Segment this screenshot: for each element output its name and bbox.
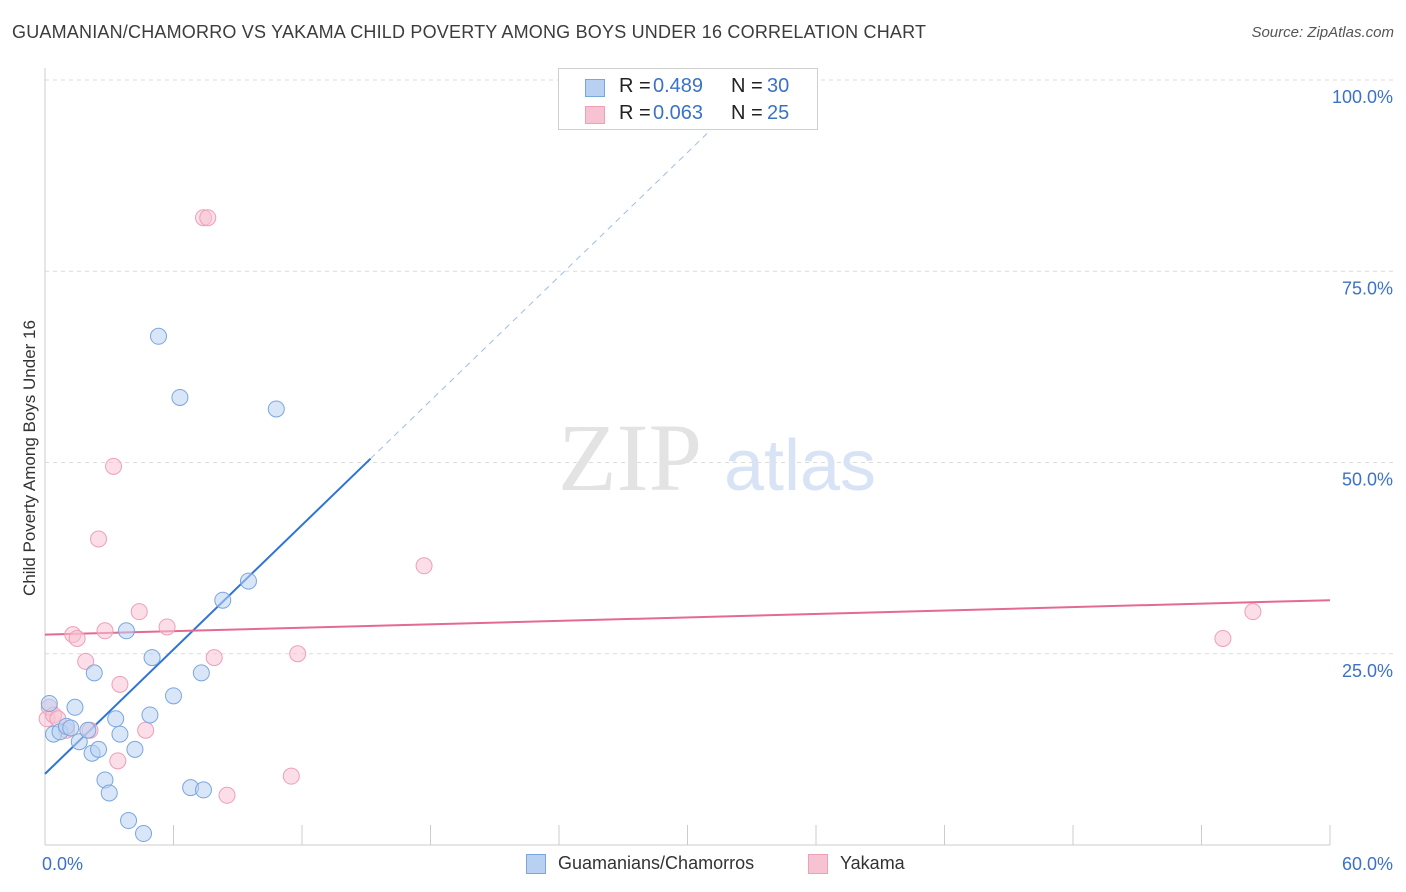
point-guamanians	[194, 781, 212, 799]
point-guamanians	[40, 694, 58, 712]
point-yakama	[90, 530, 108, 548]
point-yakama	[111, 675, 129, 693]
point-guamanians	[267, 400, 285, 418]
point-guamanians	[85, 664, 103, 682]
watermark-atlas: atlas	[724, 426, 876, 506]
point-yakama	[289, 645, 307, 663]
watermark-zip: ZIP	[558, 404, 702, 511]
point-yakama	[415, 557, 433, 575]
point-yakama	[137, 721, 155, 739]
point-guamanians	[66, 698, 84, 716]
trendline-yakama	[44, 599, 1331, 636]
trendline-guamanians-extension	[370, 79, 763, 460]
point-yakama	[1214, 629, 1232, 647]
points	[38, 209, 1262, 843]
point-yakama	[130, 603, 148, 621]
point-guamanians	[62, 719, 80, 737]
point-yakama	[1244, 603, 1262, 621]
point-yakama	[205, 649, 223, 667]
n-label: N =	[731, 75, 763, 97]
point-yakama	[96, 622, 114, 640]
point-guamanians	[111, 725, 129, 743]
source-label: Source: ZipAtlas.com	[1251, 24, 1394, 41]
point-guamanians	[79, 721, 97, 739]
point-guamanians	[192, 664, 210, 682]
y-axis-label: Child Poverty Among Boys Under 16	[20, 320, 39, 596]
y-tick-label: 100.0%	[1332, 87, 1393, 107]
legend-label: Guamanians/Chamorros	[558, 853, 755, 873]
correlation-legend: R = 0.489 N = 30 R = 0.063 N = 25	[558, 68, 818, 130]
point-guamanians	[150, 327, 168, 345]
y-tick-label: 25.0%	[1342, 661, 1393, 681]
r-value: 0.489	[653, 75, 704, 97]
point-yakama	[158, 618, 176, 636]
trendline-guamanians	[44, 457, 372, 775]
trendlines	[44, 79, 1331, 775]
point-yakama	[109, 752, 127, 770]
point-guamanians	[214, 591, 232, 609]
x-tick-label: 0.0%	[42, 854, 83, 874]
watermark: ZIP atlas	[558, 404, 876, 511]
y-tick-label: 50.0%	[1342, 470, 1393, 490]
chart-title: GUAMANIAN/CHAMORRO VS YAKAMA CHILD POVER…	[12, 22, 927, 42]
legend-swatch-blue	[585, 79, 605, 97]
n-value: 25	[767, 102, 790, 124]
n-value: 30	[767, 75, 790, 97]
point-guamanians	[100, 784, 118, 802]
r-value: 0.063	[653, 102, 704, 124]
n-label: N =	[731, 102, 763, 124]
x-tick-label: 60.0%	[1342, 854, 1393, 874]
point-yakama	[282, 767, 300, 785]
point-yakama	[218, 786, 236, 804]
point-guamanians	[143, 649, 161, 667]
point-guamanians	[117, 622, 135, 640]
point-guamanians	[141, 706, 159, 724]
tick-labels: 25.0% 50.0% 75.0% 100.0% 0.0% 60.0%	[42, 87, 1393, 874]
legend-swatch-blue	[526, 854, 546, 874]
point-yakama	[105, 457, 123, 475]
point-guamanians	[239, 572, 257, 590]
series-legend: Guamanians/Chamorros Yakama	[0, 852, 1406, 878]
gridlines	[45, 79, 1395, 655]
r-label: R =	[619, 75, 651, 97]
legend-row-pink: R = 0.063 N = 25	[559, 102, 817, 128]
legend-row-blue: R = 0.489 N = 30	[559, 75, 817, 101]
point-yakama	[68, 629, 86, 647]
point-guamanians	[120, 812, 138, 830]
point-guamanians	[107, 710, 125, 728]
legend-swatch-pink	[585, 106, 605, 124]
point-guamanians	[135, 825, 153, 843]
point-guamanians	[171, 388, 189, 406]
point-guamanians	[126, 740, 144, 758]
point-guamanians	[70, 733, 88, 751]
point-yakama	[199, 209, 217, 227]
point-yakama	[77, 652, 95, 670]
legend-swatch-pink	[808, 854, 828, 874]
r-label: R =	[619, 102, 651, 124]
point-guamanians	[165, 687, 182, 705]
y-tick-label: 75.0%	[1342, 278, 1393, 298]
axes	[44, 68, 1331, 846]
legend-label: Yakama	[840, 853, 905, 873]
point-guamanians	[90, 740, 108, 758]
